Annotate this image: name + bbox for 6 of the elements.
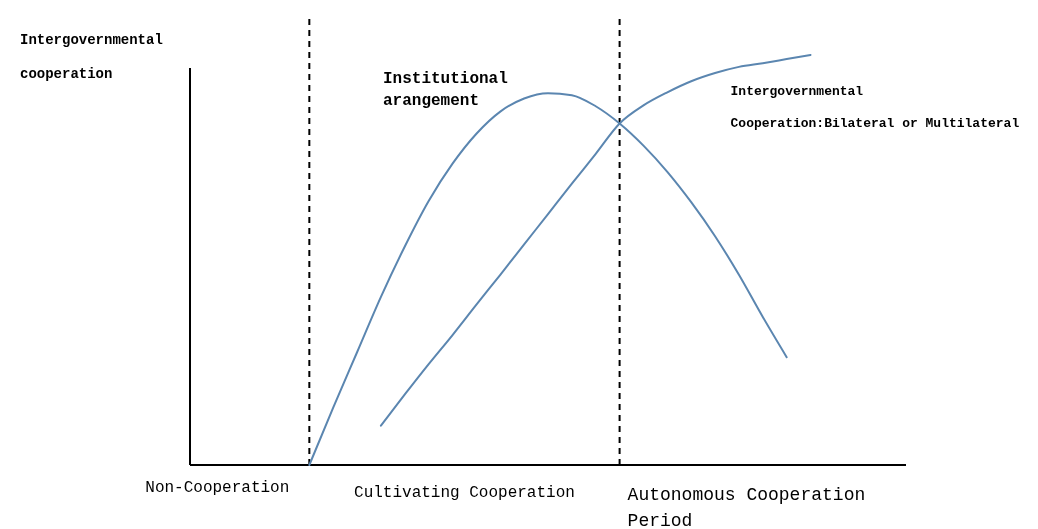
text: Non-Cooperation (145, 479, 290, 497)
text: Autonomous Cooperation Period (627, 485, 866, 529)
text: Cultivating Cooperation (354, 484, 575, 502)
text: Intergovernmental cooperation (20, 32, 163, 82)
series-label: Institutional arangement (383, 70, 508, 111)
text: Intergovernmental Cooperation:Bilateral or Multilateral (730, 84, 1020, 131)
